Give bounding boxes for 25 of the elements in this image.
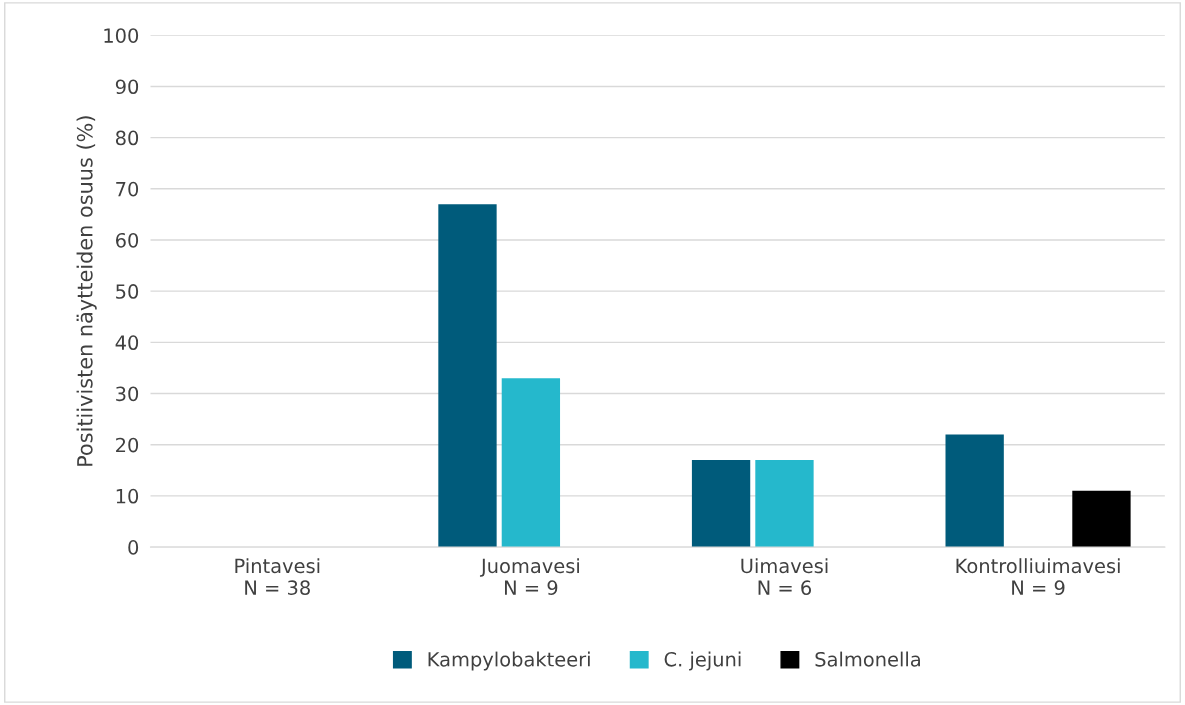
y-tick-label: 30 [116, 386, 139, 402]
y-axis-title: Positiivisten näytteiden osuus (%) [76, 116, 97, 466]
bar [945, 434, 1004, 548]
x-tick-label: Uimavesi N = 6 [741, 558, 828, 596]
y-tick-label: 90 [115, 79, 139, 95]
y-tick-label: 0 [128, 540, 139, 555]
y-tick-label: 100 [104, 28, 139, 43]
y-tick-label: 10 [116, 488, 139, 504]
y-tick-label: 20 [116, 437, 139, 453]
x-tick-label: Kontrolliuimavesi N = 9 [956, 558, 1120, 596]
legend-label: Kampylobakteeri [428, 651, 590, 671]
bar [438, 204, 497, 548]
bar [755, 460, 814, 548]
x-tick-label: Juomavesi N = 9 [479, 558, 579, 596]
y-tick-label: 80 [115, 130, 139, 146]
y-tick-label: 40 [115, 335, 139, 351]
y-tick-label: 70 [116, 181, 139, 197]
bar [691, 460, 751, 548]
legend-label: C. jejuni [664, 651, 741, 671]
legend-label: Salmonella [815, 651, 920, 667]
bar [501, 378, 561, 548]
y-tick-label: 50 [116, 284, 139, 299]
bar [1072, 490, 1131, 548]
y-tick-label: 60 [116, 232, 139, 248]
x-tick-label: Pintavesi N = 38 [235, 558, 320, 596]
